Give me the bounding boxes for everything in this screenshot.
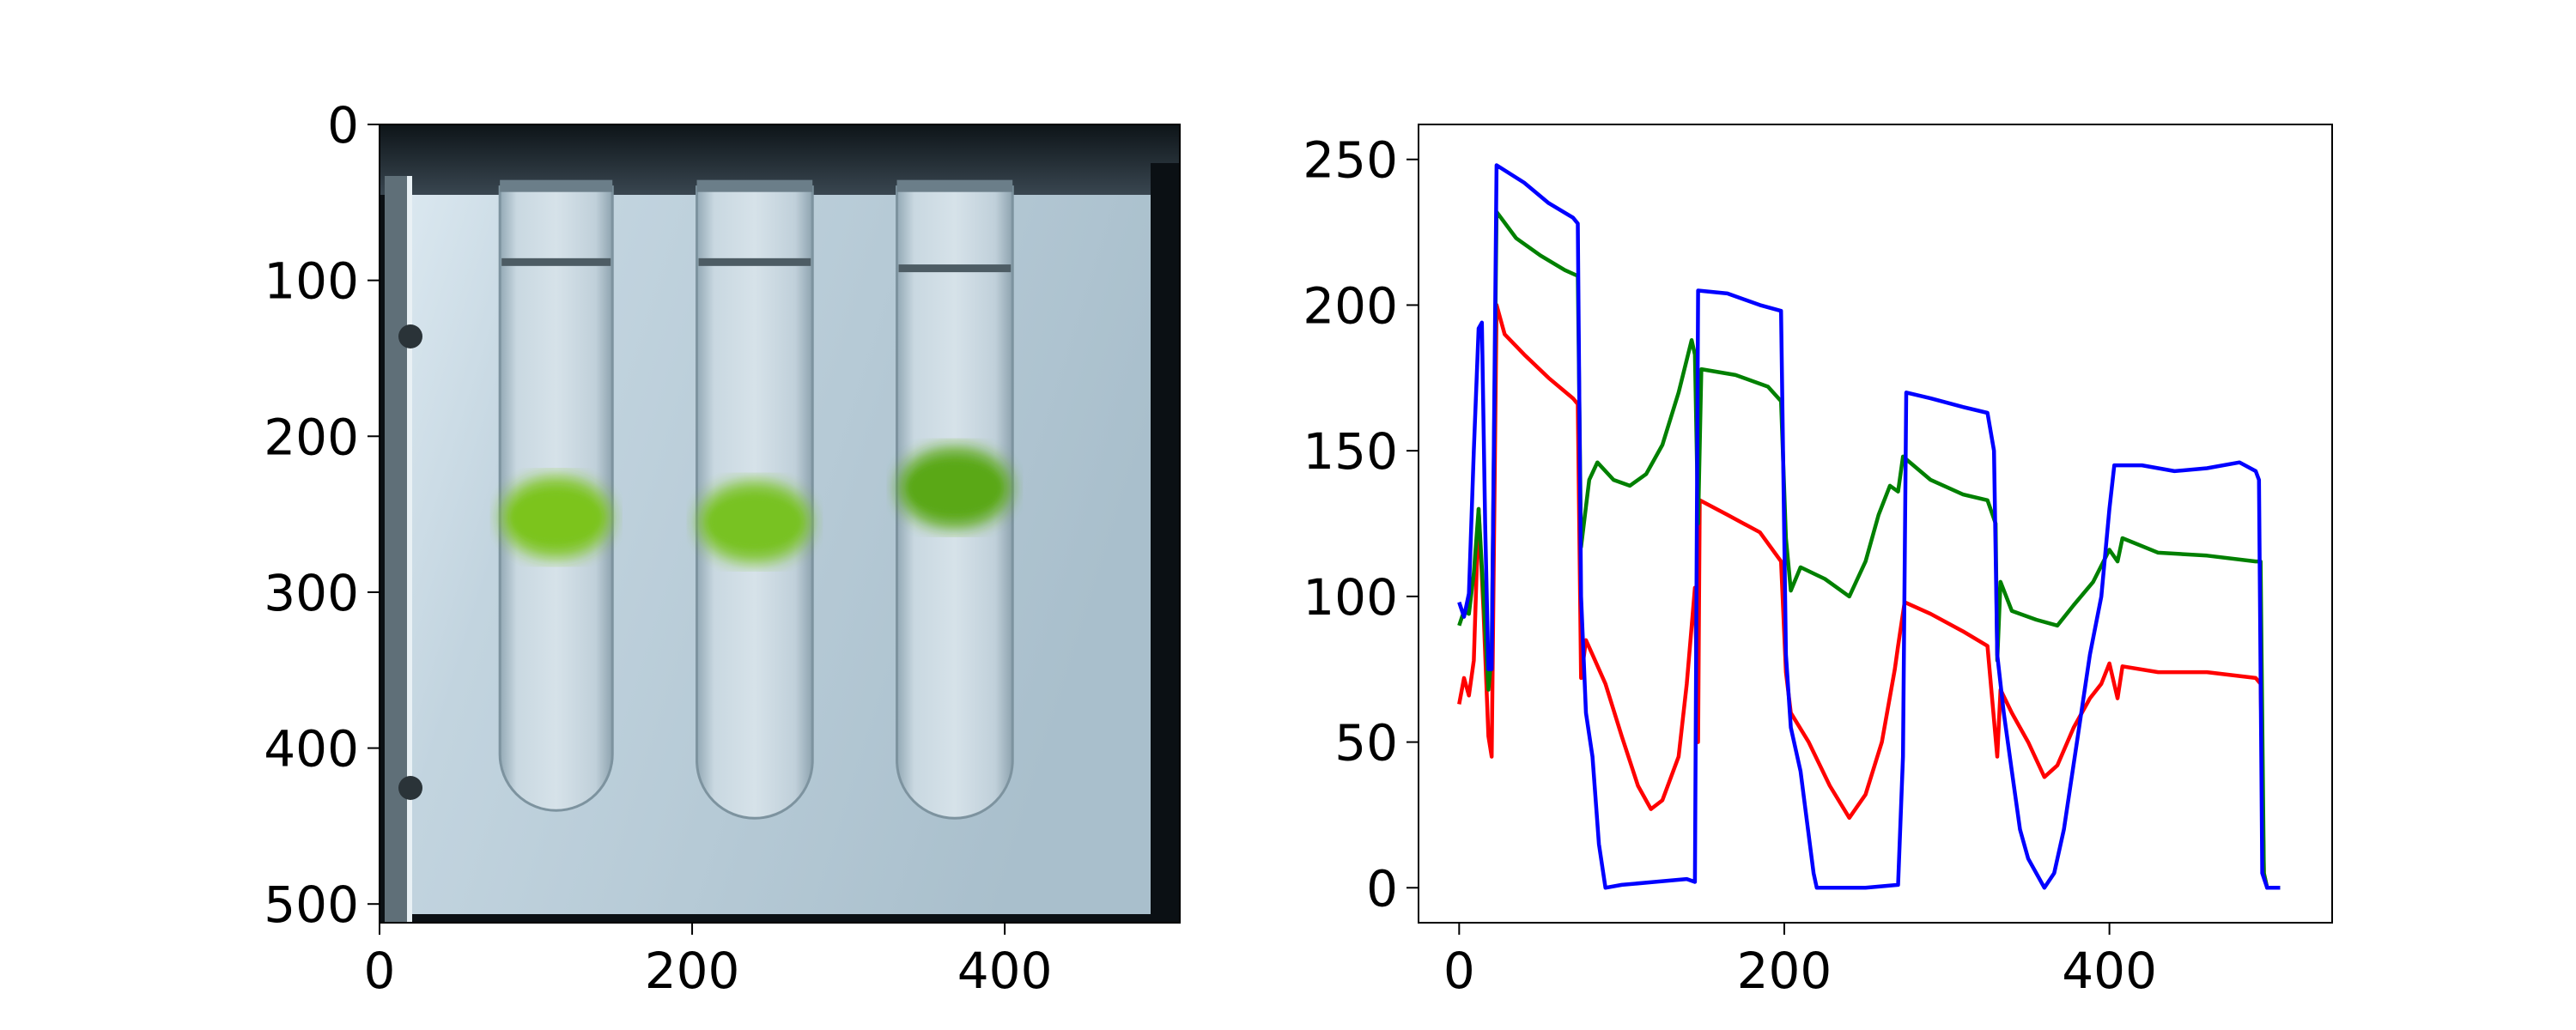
tube-rim [896, 179, 1013, 192]
rack-bolt-icon [398, 776, 422, 800]
series-line [1457, 209, 2281, 890]
test-tube [896, 179, 1014, 820]
line-chart-panel: 0 200 400 0 50 100 150 200 250 [1303, 124, 2333, 1000]
rack-bolt-icon [398, 324, 422, 348]
series-lines [1457, 163, 2281, 890]
image-panel: 0 200 400 0 100 200 300 400 500 [264, 96, 1181, 1000]
x-tick-label: 400 [2062, 942, 2157, 1000]
x-tick-label: 200 [645, 942, 740, 1000]
image-x-ticks: 0 200 400 [364, 923, 1053, 1000]
y-tick-label: 0 [1366, 859, 1398, 918]
chart-y-ticks: 0 50 100 150 200 250 [1303, 131, 1419, 918]
image-frame [379, 124, 1181, 924]
tube-meniscus [698, 258, 811, 266]
test-tube [498, 179, 614, 812]
rack-left-post [385, 176, 407, 923]
y-tick-label: 0 [327, 96, 359, 154]
x-tick-label: 200 [1737, 942, 1832, 1000]
chart-x-ticks: 0 200 400 [1443, 923, 2157, 1000]
y-tick-label: 200 [264, 408, 359, 466]
tube-rim [696, 179, 813, 192]
tube-rim [500, 179, 613, 192]
y-tick-label: 300 [264, 564, 359, 622]
x-tick-label: 400 [957, 942, 1053, 1000]
y-tick-label: 50 [1334, 714, 1398, 772]
test-tube [696, 179, 814, 820]
y-tick-label: 150 [1303, 422, 1398, 481]
y-tick-label: 100 [1303, 568, 1398, 627]
y-tick-label: 200 [1303, 276, 1398, 335]
pigment-band-core [708, 496, 801, 548]
pigment-band-core [908, 462, 1001, 514]
rack-left-edge [407, 176, 412, 923]
rack-right-edge [1151, 163, 1180, 923]
tube-meniscus [501, 258, 611, 266]
x-tick-label: 0 [1443, 942, 1475, 1000]
tube-meniscus [898, 264, 1012, 273]
test-tubes [498, 179, 1014, 820]
series-line [1457, 163, 2281, 890]
y-tick-label: 250 [1303, 131, 1398, 190]
y-tick-label: 400 [264, 720, 359, 779]
tube-photo [380, 124, 1180, 923]
pigment-band-core [511, 491, 602, 543]
y-tick-label: 500 [264, 876, 359, 934]
axes-frame [1418, 124, 2333, 924]
y-tick-label: 100 [264, 252, 359, 311]
x-tick-label: 0 [364, 942, 396, 1000]
image-y-ticks: 0 100 200 300 400 500 [264, 96, 380, 934]
